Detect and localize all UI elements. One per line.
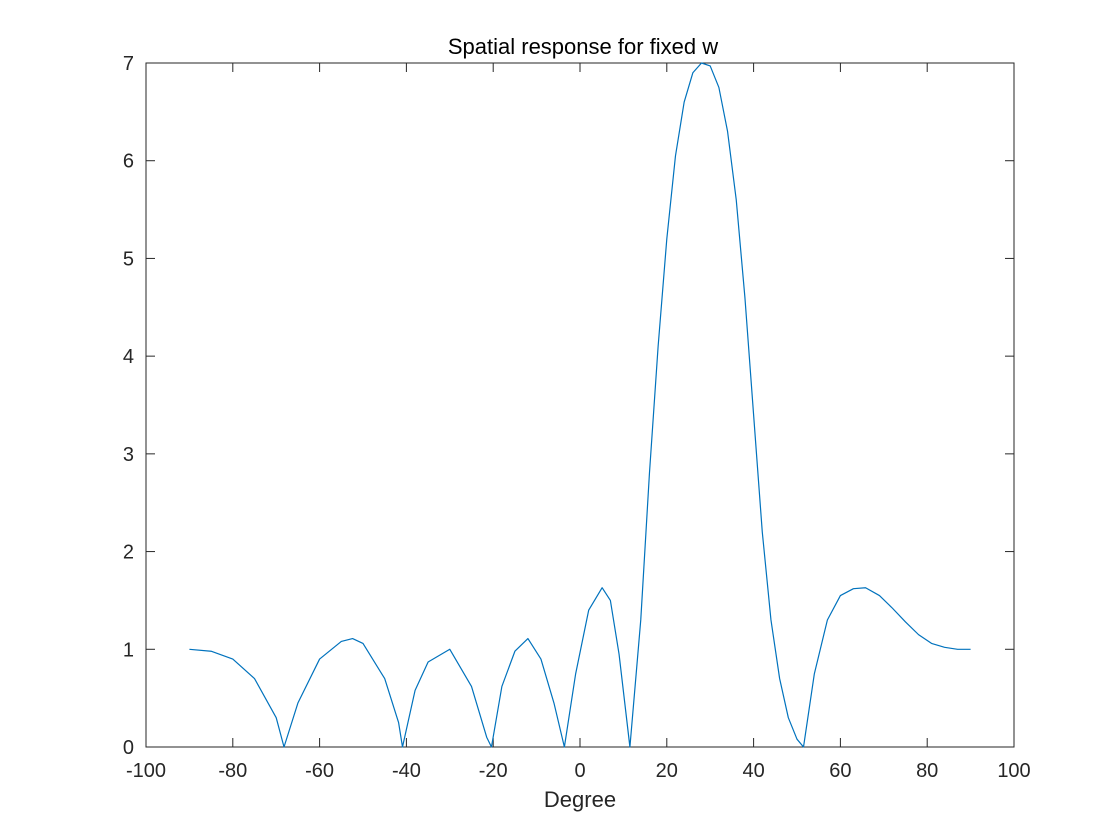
- y-tick-label: 1: [123, 639, 134, 661]
- x-tick-label: 0: [574, 760, 585, 782]
- series-line-0: [189, 62, 971, 748]
- x-tick-label: 40: [742, 760, 764, 782]
- x-tick-label: -40: [392, 760, 421, 782]
- x-tick-label: 60: [829, 760, 851, 782]
- y-tick-label: 2: [123, 542, 134, 564]
- plot-area: -100 -80 -60 -40 -20 0 20 40 60 80 100 0 1 2 3 4 5 6 7: [123, 53, 1031, 782]
- y-tick-label: 6: [123, 151, 134, 173]
- x-tick-label: 100: [997, 760, 1030, 782]
- x-tick-label: 80: [916, 760, 938, 782]
- y-tick-label: 0: [123, 737, 134, 759]
- y-tick-label: 7: [123, 53, 134, 75]
- x-axis-label: Degree: [544, 787, 616, 812]
- y-tick-label: 3: [123, 444, 134, 466]
- y-tick-label: 5: [123, 248, 134, 270]
- x-tick-label: -60: [305, 760, 334, 782]
- y-tick-label: 4: [123, 346, 134, 368]
- x-tick-label: 20: [656, 760, 678, 782]
- chart-title: Spatial response for fixed w: [448, 34, 718, 59]
- x-tick-label: -80: [218, 760, 247, 782]
- x-tick-label: -100: [126, 760, 166, 782]
- x-tick-label: -20: [479, 760, 508, 782]
